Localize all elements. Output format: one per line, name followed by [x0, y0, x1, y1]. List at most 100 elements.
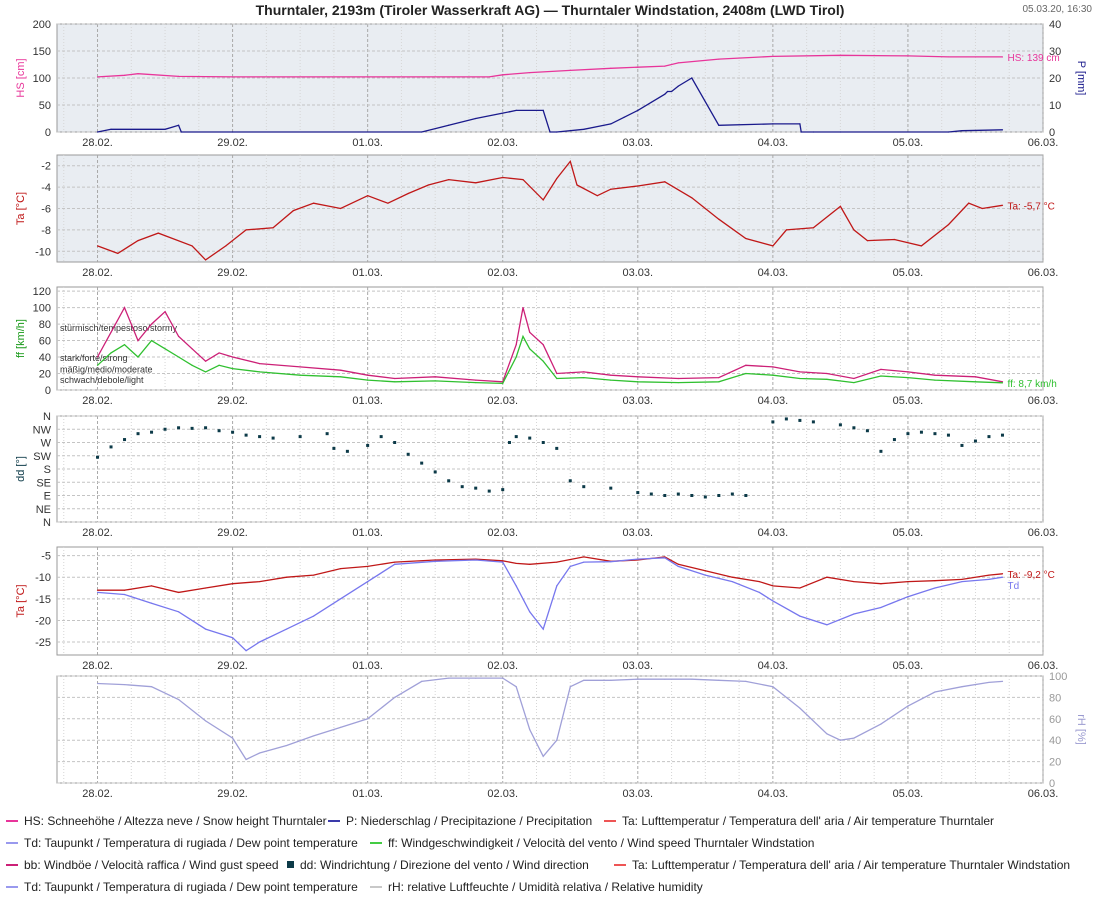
- x-tick-label: 02.03.: [487, 137, 518, 149]
- data-point-ff: [556, 377, 558, 380]
- data-point-ta: [785, 229, 787, 231]
- data-point-hs: [137, 73, 139, 75]
- y-axis-label: HS [cm]: [15, 58, 27, 97]
- y-tick-label: -2: [41, 161, 51, 173]
- data-point-dd: [852, 426, 856, 430]
- y2-tick-label: 40: [1049, 19, 1061, 31]
- data-point-dd: [960, 443, 964, 447]
- data-point-ta: [981, 207, 983, 210]
- data-point-ta: [853, 229, 855, 231]
- data-point-td: [731, 580, 733, 583]
- data-point-ff: [96, 364, 99, 366]
- data-point-rh: [475, 677, 477, 679]
- data-point-ff: [542, 360, 544, 362]
- y2-tick-label: 20: [1049, 73, 1061, 85]
- data-point-ta: [191, 245, 193, 247]
- wind-category-label: mäßig/medio/moderate: [60, 364, 153, 374]
- data-point-rh: [664, 678, 666, 680]
- x-tick-label: 02.03.: [487, 788, 518, 800]
- data-point-dd: [744, 494, 748, 497]
- data-point-p: [772, 123, 774, 125]
- data-point-ta: [576, 184, 578, 186]
- data-point-bb: [974, 376, 977, 378]
- legend-line-marker: [6, 885, 18, 888]
- data-point-ff: [1001, 382, 1004, 384]
- x-tick-label: 01.03.: [352, 660, 383, 672]
- data-point-bb: [394, 377, 396, 380]
- data-point-rh: [367, 718, 369, 720]
- legend-label: ff: Windgeschwindigkeit / Velocità del v…: [388, 836, 815, 850]
- data-point-ta: [812, 227, 814, 229]
- data-point-dd: [1000, 433, 1004, 437]
- y2-tick-label: 0: [1049, 127, 1055, 139]
- data-point-hs: [123, 74, 126, 76]
- data-point-ff: [150, 339, 153, 342]
- data-point-ff: [475, 381, 477, 384]
- data-point-ta: [583, 556, 585, 558]
- data-point-hs: [569, 69, 571, 72]
- y-tick-label: 100: [1049, 671, 1067, 683]
- y-tick-label: -10: [35, 246, 51, 258]
- data-point-bb: [610, 374, 612, 376]
- data-point-bb: [637, 376, 639, 378]
- data-point-dd: [865, 429, 869, 433]
- data-point-ta: [225, 245, 227, 247]
- data-point-ff: [394, 381, 396, 383]
- data-point-td: [502, 561, 504, 563]
- data-point-p: [664, 93, 666, 95]
- data-point-bb: [542, 344, 544, 346]
- x-tick-label: 01.03.: [352, 788, 383, 800]
- y-tick-label: W: [41, 438, 52, 450]
- data-point-bb: [556, 372, 558, 375]
- data-point-bb: [123, 307, 126, 309]
- data-point-ta: [610, 188, 612, 190]
- data-point-p: [670, 90, 673, 93]
- y-tick-label: SE: [36, 477, 51, 489]
- data-point-ta: [245, 229, 247, 231]
- data-point-ff: [110, 352, 112, 354]
- data-point-dd: [703, 495, 707, 499]
- data-point-dd: [811, 420, 815, 424]
- legend-label: HS: Schneehöhe / Altezza neve / Snow hei…: [24, 814, 327, 828]
- y2-axis-label: rH [%]: [1075, 714, 1087, 745]
- data-point-hs: [1001, 56, 1004, 58]
- data-point-p: [231, 131, 234, 133]
- data-point-ta: [286, 576, 288, 578]
- y2-axis-label: P [mm]: [1075, 61, 1087, 96]
- panel-relative-humidity: [56, 675, 1044, 784]
- data-point-rh: [637, 678, 639, 680]
- data-point-ta: [934, 580, 936, 582]
- data-point-ta: [427, 184, 430, 186]
- data-point-rh: [123, 683, 126, 686]
- legend-line-marker: [328, 819, 340, 822]
- data-point-hs: [772, 55, 774, 58]
- data-point-dd: [406, 452, 410, 456]
- data-point-bb: [96, 356, 99, 358]
- data-point-rh: [313, 735, 315, 737]
- legend-label: Td: Taupunkt / Temperatura di rugiada / …: [24, 836, 358, 850]
- x-tick-label: 04.03.: [758, 395, 789, 407]
- data-point-td: [907, 596, 909, 598]
- data-point-p: [623, 116, 625, 118]
- data-point-dd: [879, 449, 883, 453]
- data-point-dd: [258, 435, 262, 439]
- data-point-ta: [920, 245, 923, 247]
- y-tick-label: -6: [41, 204, 51, 216]
- data-point-dd: [946, 433, 950, 437]
- data-point-dd: [987, 435, 991, 439]
- data-point-dd: [332, 446, 336, 450]
- data-point-ff: [340, 376, 342, 378]
- data-point-bb: [583, 371, 585, 373]
- data-point-dd: [730, 492, 734, 496]
- data-point-ff: [137, 356, 139, 358]
- data-point-ff: [907, 377, 909, 379]
- x-tick-label: 04.03.: [758, 137, 789, 149]
- data-point-ta: [772, 585, 774, 587]
- data-point-dd: [582, 485, 586, 489]
- y-tick-label: 150: [33, 46, 51, 58]
- data-point-rh: [583, 679, 585, 681]
- data-point-p: [947, 131, 950, 133]
- data-point-td: [988, 578, 990, 581]
- data-point-dd: [474, 486, 478, 490]
- data-point-ff: [826, 378, 828, 380]
